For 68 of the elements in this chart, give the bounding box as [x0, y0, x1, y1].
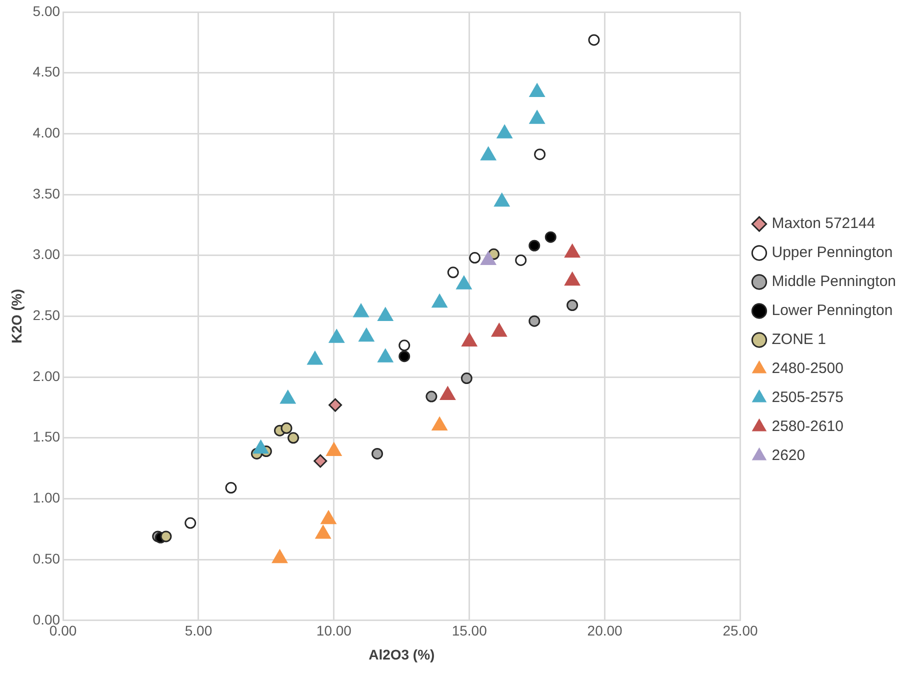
point — [440, 386, 456, 400]
point — [160, 530, 172, 542]
point — [564, 244, 580, 258]
point — [529, 84, 545, 98]
point — [326, 442, 342, 456]
y-tick-label: 3.50 — [32, 185, 60, 202]
point — [288, 432, 300, 444]
point — [529, 110, 545, 124]
point — [314, 454, 328, 468]
x-axis-title: Al2O3 (%) — [368, 646, 435, 662]
point — [460, 372, 472, 384]
y-tick-label: 1.00 — [32, 490, 60, 506]
y-tick-label: 0.50 — [32, 550, 60, 566]
y-tick-label: 2.00 — [32, 368, 60, 384]
x-tick-label: 15.00 — [452, 622, 488, 639]
point — [328, 329, 344, 343]
point — [544, 231, 556, 243]
y-tick-label: 5.00 — [32, 2, 60, 19]
legend-label: Upper Pennington — [772, 244, 893, 262]
legend-label: Middle Pennington — [772, 273, 896, 290]
point — [564, 272, 580, 286]
x-tick-label: 5.00 — [184, 622, 212, 639]
point — [184, 517, 196, 529]
point — [328, 398, 342, 412]
x-tick-label: 25.00 — [722, 622, 758, 639]
point — [462, 333, 478, 347]
point — [447, 266, 459, 278]
point — [480, 251, 496, 265]
point — [280, 422, 292, 434]
legend-label: 2480-2500 — [772, 360, 844, 378]
legend-label: Maxton 572144 — [772, 215, 876, 232]
y-tick-label: 3.00 — [32, 246, 60, 262]
point — [253, 440, 268, 454]
point — [353, 304, 369, 318]
legend-label: 2505-2575 — [772, 389, 844, 406]
y-tick-label: 4.50 — [32, 64, 60, 80]
point — [426, 390, 438, 402]
y-axis-title: K2O (%) — [8, 288, 24, 344]
point — [225, 482, 237, 494]
point — [280, 390, 296, 404]
y-tick-label: 4.00 — [32, 124, 60, 141]
point — [566, 300, 578, 311]
legend-label: 2580-2610 — [772, 418, 844, 436]
point — [528, 315, 540, 327]
point — [398, 340, 410, 352]
point — [307, 351, 323, 365]
x-tick-label: 20.00 — [587, 622, 623, 639]
point — [491, 323, 507, 337]
legend-label: 2620 — [772, 447, 806, 464]
point — [378, 348, 394, 362]
x-tick-label: 10.00 — [316, 622, 352, 639]
point — [480, 146, 496, 160]
point — [432, 294, 448, 308]
point — [528, 240, 540, 252]
point — [372, 448, 384, 460]
legend-label: Lower Pennington — [772, 302, 893, 320]
point — [469, 252, 481, 264]
y-tick-label: 1.50 — [32, 428, 60, 445]
point — [515, 254, 527, 266]
y-tick-label: 2.50 — [32, 307, 60, 324]
y-tick-label: 0.00 — [32, 611, 60, 628]
legend-label: ZONE 1 — [772, 331, 826, 348]
point — [398, 350, 410, 362]
point — [456, 276, 472, 290]
point — [494, 193, 510, 207]
point — [496, 124, 512, 138]
point — [378, 307, 394, 321]
point — [358, 328, 374, 342]
